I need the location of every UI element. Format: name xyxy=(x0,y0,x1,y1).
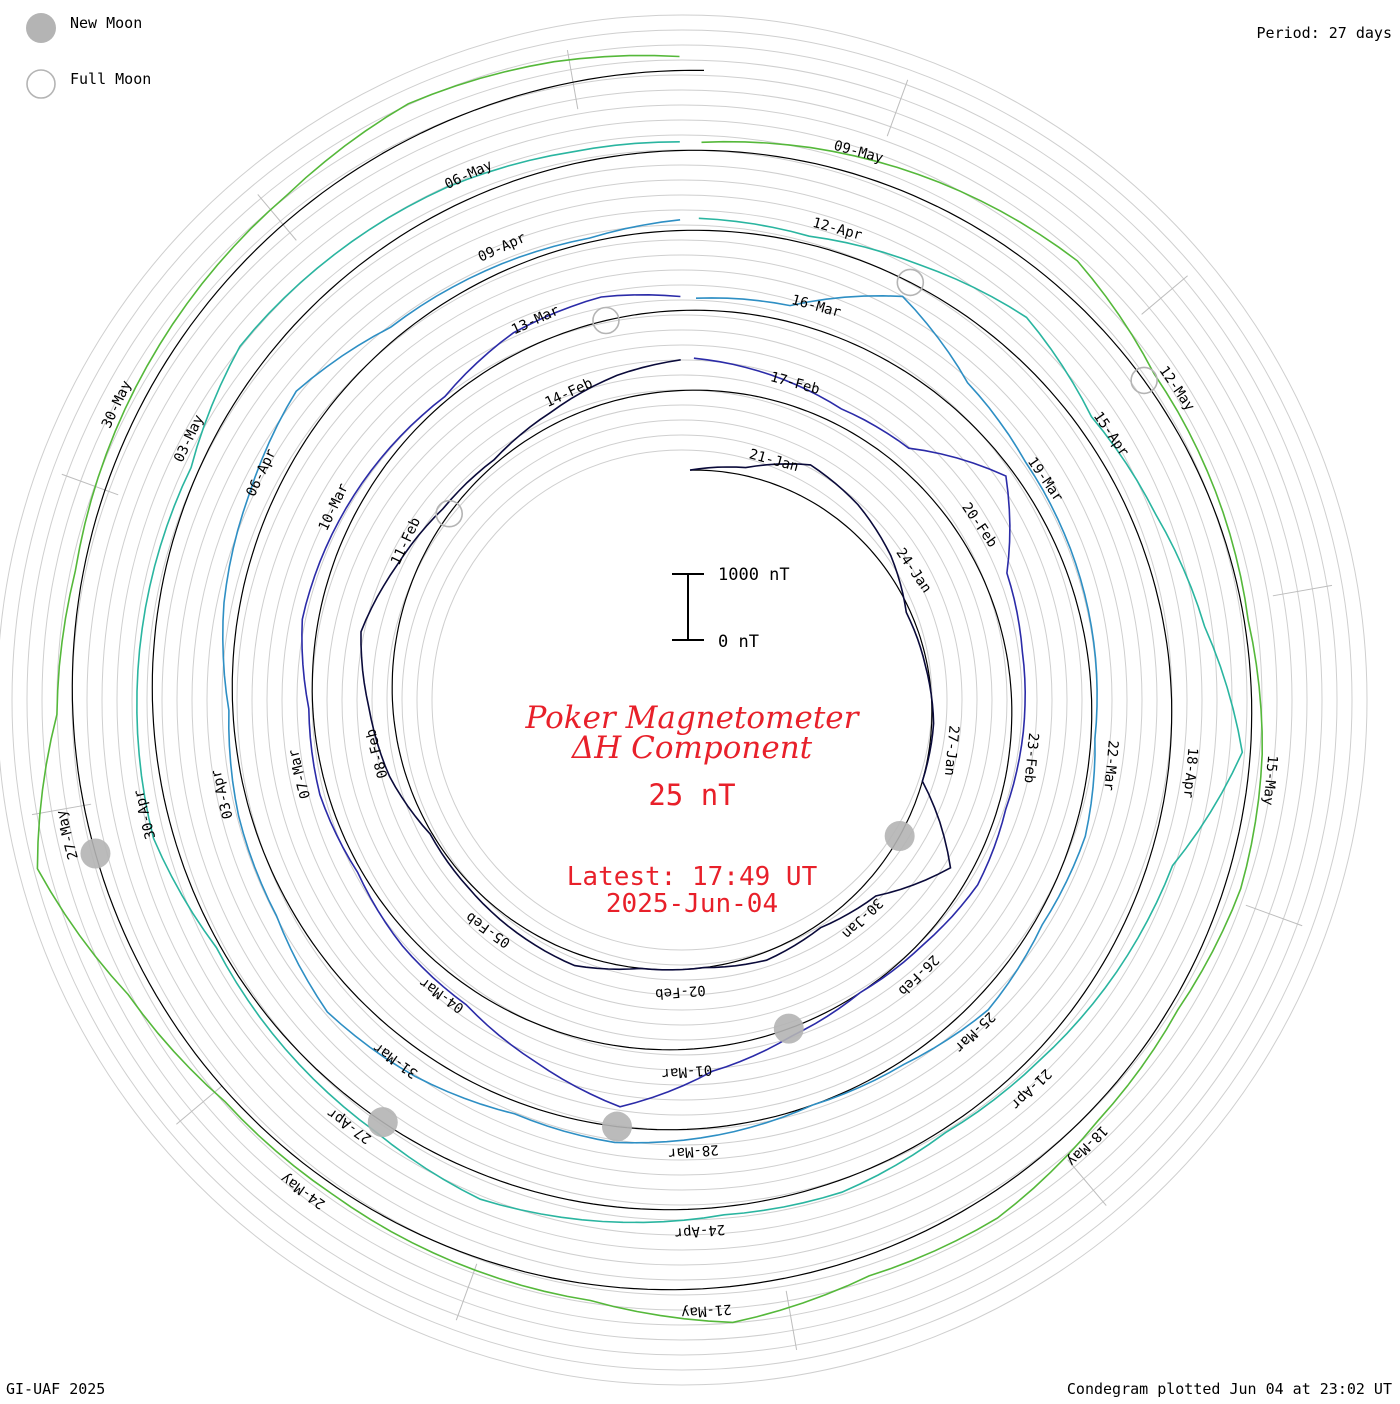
grid-ring xyxy=(101,119,1263,1281)
date-label: 28-Mar xyxy=(668,1141,720,1161)
grid-spoke xyxy=(176,1085,223,1125)
date-label: 27-May xyxy=(54,808,82,861)
new-moon-legend-icon xyxy=(26,13,56,43)
grid-ring xyxy=(116,134,1248,1266)
grid-ring xyxy=(41,59,1323,1341)
grid-ring xyxy=(176,194,1188,1206)
date-label: 13-Mar xyxy=(509,303,562,339)
date-label: 18-Apr xyxy=(1180,747,1201,799)
date-label: 03-May xyxy=(171,412,207,465)
credit-label: GI-UAF 2025 xyxy=(6,1380,106,1398)
series-line xyxy=(36,54,1264,1324)
full-moon-marker xyxy=(896,268,925,297)
grid-ring xyxy=(26,44,1338,1356)
date-label: 02-Feb xyxy=(655,982,707,1002)
series-layer xyxy=(36,54,1264,1324)
center-text: Poker Magnetometer ΔH Component 25 nT La… xyxy=(525,700,861,919)
grid-spoke xyxy=(61,473,119,496)
full-moon-marker xyxy=(1130,366,1158,395)
latest-date: 2025-Jun-04 xyxy=(606,889,778,919)
grid-ring xyxy=(401,419,963,981)
chart-title-line1: Poker Magnetometer xyxy=(525,700,861,736)
scale-bar-top-label: 1000 nT xyxy=(718,565,790,585)
latest-time: Latest: 17:49 UT xyxy=(567,862,818,892)
grid-ring xyxy=(236,254,1128,1146)
grid-spoke xyxy=(886,79,909,137)
grid-spoke xyxy=(1141,275,1188,315)
grid-spoke xyxy=(1245,904,1303,927)
date-label: 09-May xyxy=(832,138,885,167)
new-moon-marker xyxy=(601,1111,632,1142)
grid-ring xyxy=(146,164,1218,1236)
date-label: 14-Feb xyxy=(543,375,596,411)
full-moon-legend-label: Full Moon xyxy=(70,70,152,88)
full-moon-legend-icon xyxy=(26,69,56,99)
grid-ring xyxy=(386,404,978,996)
new-moon-marker xyxy=(80,838,111,869)
grid-ring xyxy=(221,239,1143,1161)
series-line xyxy=(221,219,1098,1144)
grid-ring xyxy=(206,224,1158,1176)
grid-rings xyxy=(0,14,1368,1386)
date-label: 22-Mar xyxy=(1100,740,1121,792)
grid-ring xyxy=(11,29,1353,1371)
date-label: 27-Jan xyxy=(941,725,962,777)
new-moon-marker xyxy=(367,1107,398,1138)
scale-bar-bottom-label: 0 nT xyxy=(718,632,759,652)
grid-spoke xyxy=(1272,584,1333,597)
period-label: Period: 27 days xyxy=(1256,24,1392,42)
grid-ring xyxy=(281,299,1083,1101)
date-label: 06-May xyxy=(442,157,495,193)
series-line xyxy=(301,293,1027,1108)
date-label: 01-Mar xyxy=(661,1061,713,1081)
date-label: 24-Apr xyxy=(674,1221,726,1241)
grid-spoke xyxy=(455,1263,478,1321)
baseline-spiral xyxy=(71,69,1253,1291)
new-moon-legend-label: New Moon xyxy=(70,14,143,32)
series-line xyxy=(136,141,1244,1224)
grid-spoke xyxy=(31,803,92,816)
date-label: 17-Feb xyxy=(768,369,821,398)
grid-ring xyxy=(326,344,1038,1056)
scale-value: 25 nT xyxy=(648,778,735,812)
date-label: 07-Mar xyxy=(286,747,314,800)
full-moon-marker xyxy=(592,306,620,335)
date-label: 30-Apr xyxy=(131,788,159,841)
series-line xyxy=(360,359,952,971)
plotted-label: Condegram plotted Jun 04 at 23:02 UT xyxy=(1066,1380,1392,1398)
grid-ring xyxy=(416,434,948,966)
full-moon-marker xyxy=(435,499,464,528)
moon-markers xyxy=(80,268,1158,1142)
date-label: 23-Feb xyxy=(1021,732,1042,784)
date-label: 30-May xyxy=(99,378,135,431)
new-moon-marker xyxy=(773,1013,804,1044)
grid-ring xyxy=(0,14,1368,1386)
date-label: 30-Jan xyxy=(838,895,885,942)
grid-ring xyxy=(341,359,1023,1041)
date-label: 15-May xyxy=(1260,754,1281,806)
date-label: 11-Feb xyxy=(388,515,424,568)
grid-spoke xyxy=(257,194,297,241)
grid-spoke xyxy=(1067,1159,1107,1206)
date-label: 21-May xyxy=(681,1301,733,1321)
date-label: 26-Feb xyxy=(895,951,942,998)
baseline-rings xyxy=(71,69,1253,1291)
grid-ring xyxy=(86,104,1278,1296)
new-moon-marker xyxy=(884,821,915,852)
chart-title-line2: ΔH Component xyxy=(571,730,813,766)
grid-ring xyxy=(296,314,1068,1086)
date-label: 08-Feb xyxy=(363,727,391,780)
grid-spoke xyxy=(785,1290,798,1351)
scale-bar: 1000 nT 0 nT xyxy=(672,565,790,652)
grid-ring xyxy=(356,374,1008,1026)
date-label: 21-Jan xyxy=(747,446,800,475)
date-label: 06-Apr xyxy=(243,447,279,500)
